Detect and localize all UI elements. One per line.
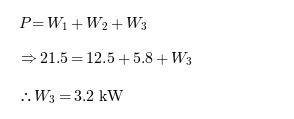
Text: $P = W_1 + W_2 + W_3$: $P = W_1 + W_2 + W_3$ — [18, 15, 148, 33]
Text: $\Rightarrow 21.5 = 12.5 + 5.8 + W_3$: $\Rightarrow 21.5 = 12.5 + 5.8 + W_3$ — [18, 51, 193, 68]
Text: $\therefore W_3 = 3.2\ \mathrm{kW}$: $\therefore W_3 = 3.2\ \mathrm{kW}$ — [18, 89, 124, 106]
